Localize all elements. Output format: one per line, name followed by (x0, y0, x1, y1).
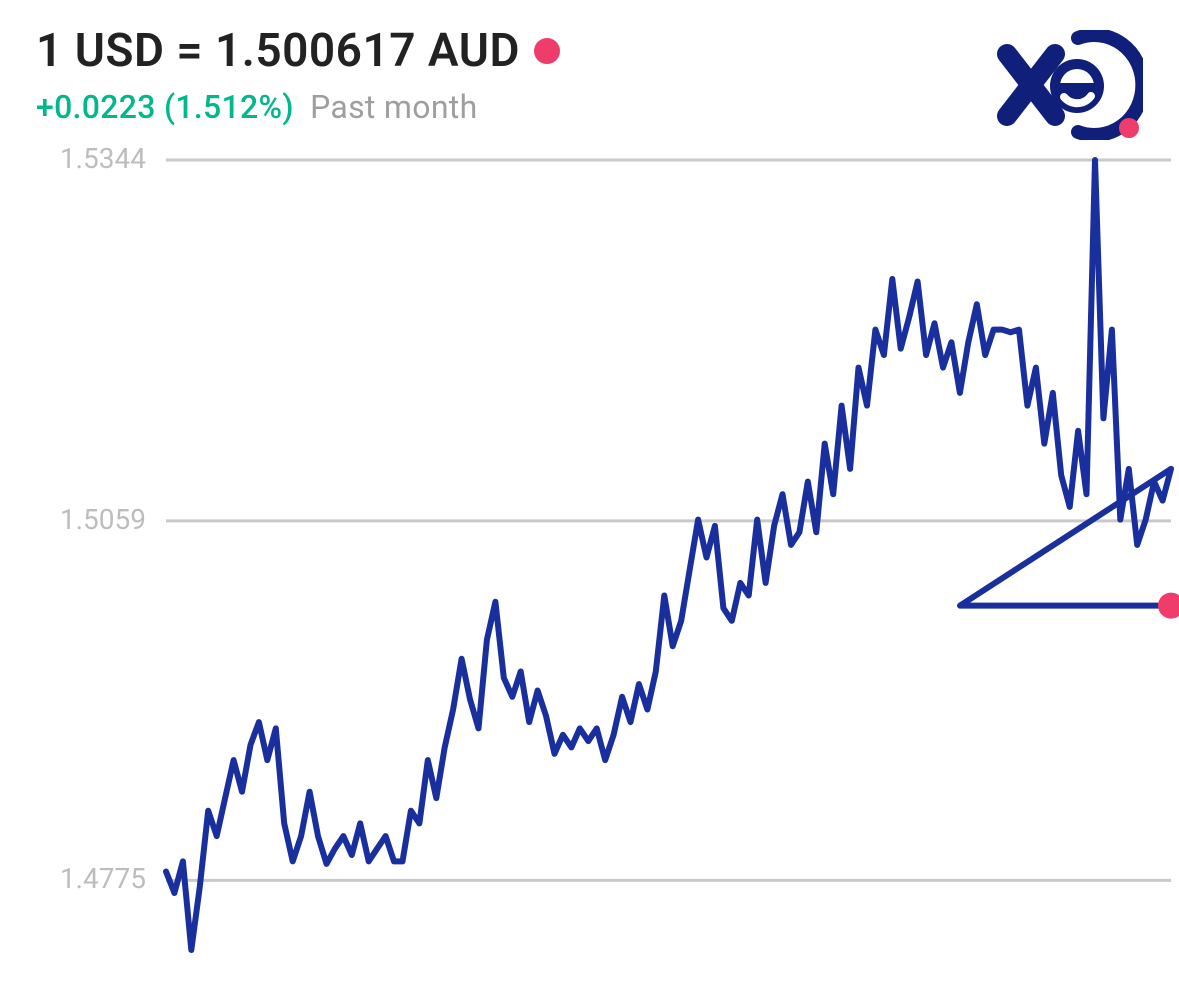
header: 1 USD = 1.500617 AUD +0.0223 (1.512%) Pa… (36, 24, 1143, 126)
y-axis-label: 1.5059 (36, 503, 146, 536)
period-label: Past month (310, 88, 477, 126)
y-axis-label: 1.4775 (36, 862, 146, 895)
rate-delta: +0.0223 (1.512%) (36, 88, 294, 126)
live-indicator-dot (534, 38, 560, 64)
title-row: 1 USD = 1.500617 AUD (36, 24, 1143, 78)
rate-chart: 1.47751.50591.5344 (36, 150, 1179, 975)
xe-logo-icon (993, 30, 1143, 140)
exchange-rate-widget: 1 USD = 1.500617 AUD +0.0223 (1.512%) Pa… (0, 0, 1179, 1005)
rate-title: 1 USD = 1.500617 AUD (36, 24, 520, 78)
subtitle-row: +0.0223 (1.512%) Past month (36, 88, 1143, 126)
y-axis-label: 1.5344 (36, 142, 146, 175)
